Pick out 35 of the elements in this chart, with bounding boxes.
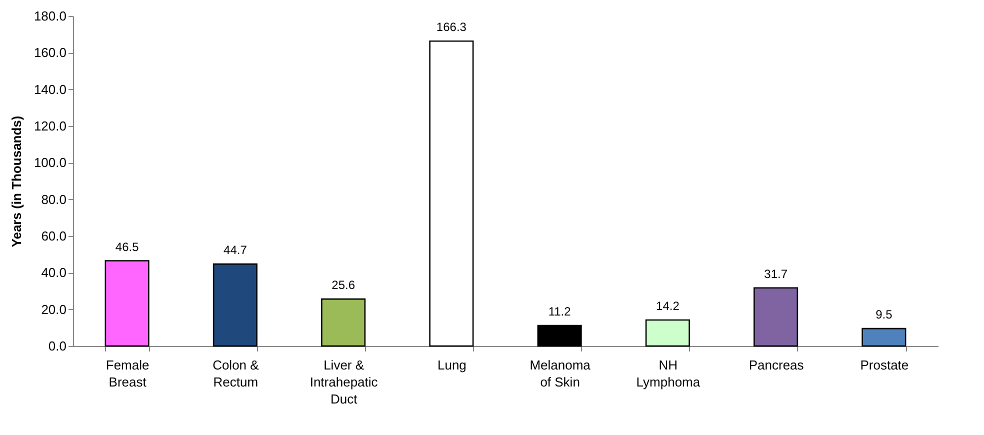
y-tick-label: 40.0 <box>41 265 66 280</box>
y-axis-title: Years (in Thousands) <box>8 116 24 248</box>
x-tick-label: Prostate <box>860 358 909 372</box>
x-tick-label: Female Breast <box>106 358 150 390</box>
data-label: 9.5 <box>876 308 893 322</box>
y-tick-label: 180.0 <box>34 8 66 24</box>
bar <box>754 287 798 347</box>
bar <box>104 260 150 347</box>
data-label: 31.7 <box>764 266 788 281</box>
data-label: 14.2 <box>656 298 680 313</box>
x-tick-label: NH Lymphoma <box>636 358 701 390</box>
bar <box>537 324 582 347</box>
data-label: 46.5 <box>115 240 140 254</box>
x-tick-label: Melanoma of Skin <box>530 358 592 390</box>
data-label: 44.7 <box>224 243 248 258</box>
bar <box>321 298 366 347</box>
x-tick-label: Liver & Intrahepatic Duct <box>310 358 378 406</box>
bar <box>862 328 906 347</box>
x-tick-label: Colon & Rectum <box>212 358 260 390</box>
data-label: 166.3 <box>436 20 467 34</box>
data-label: 25.6 <box>332 278 356 292</box>
y-tick-label: 0.0 <box>48 338 66 354</box>
y-tick-label: 60.0 <box>41 228 66 244</box>
x-tick-label: Lung <box>437 358 466 372</box>
y-tick-label: 120.0 <box>34 118 66 134</box>
y-tick-label: 100.0 <box>34 155 66 170</box>
data-label: 11.2 <box>548 304 572 318</box>
x-tick-label: Pancreas <box>748 358 804 372</box>
bar <box>429 40 474 347</box>
y-tick-label: 140.0 <box>34 82 66 97</box>
y-tick-label: 160.0 <box>34 45 66 60</box>
y-tick-label: 80.0 <box>41 192 66 207</box>
y-tick-label: 20.0 <box>41 302 66 317</box>
bar <box>212 263 258 347</box>
bar <box>645 319 690 347</box>
